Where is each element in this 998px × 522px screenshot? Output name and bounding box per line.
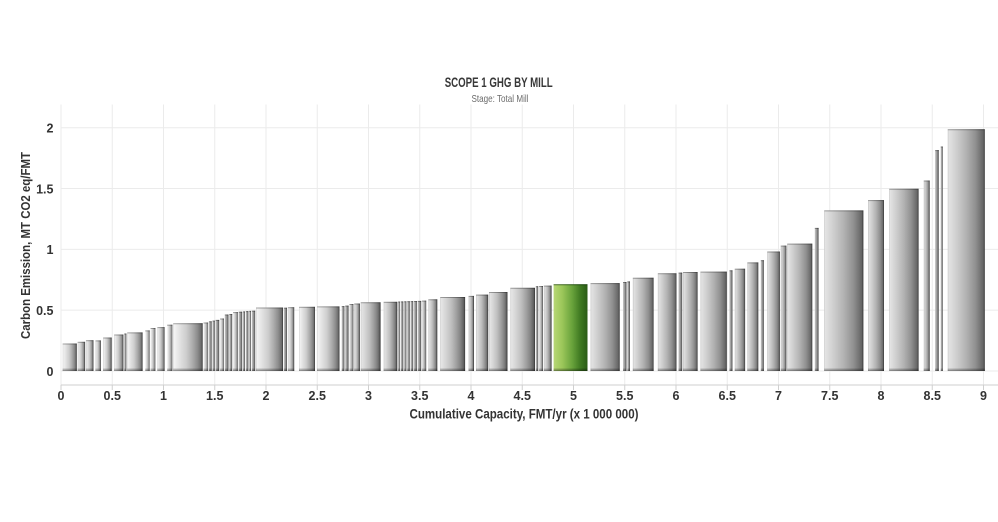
- svg-text:3: 3: [365, 389, 372, 403]
- svg-text:7: 7: [775, 389, 782, 403]
- svg-text:Stage: Total Mill: Stage: Total Mill: [472, 93, 529, 105]
- svg-text:6: 6: [673, 389, 680, 403]
- svg-text:SCOPE 1 GHG BY MILL: SCOPE 1 GHG BY MILL: [445, 74, 553, 90]
- svg-text:1.5: 1.5: [36, 182, 53, 196]
- svg-text:0.5: 0.5: [104, 389, 121, 403]
- svg-text:0: 0: [58, 389, 65, 403]
- svg-text:5: 5: [570, 389, 577, 403]
- svg-text:9: 9: [980, 389, 987, 403]
- svg-text:4.5: 4.5: [514, 389, 531, 403]
- svg-text:2: 2: [263, 389, 270, 403]
- svg-text:0: 0: [47, 365, 54, 379]
- svg-text:Carbon Emission, MT CO2 eq/FMT: Carbon Emission, MT CO2 eq/FMT: [19, 152, 33, 339]
- svg-text:0.5: 0.5: [36, 304, 53, 318]
- svg-text:5.5: 5.5: [616, 389, 633, 403]
- svg-text:6.5: 6.5: [719, 389, 736, 403]
- svg-text:3.5: 3.5: [411, 389, 428, 403]
- svg-text:8: 8: [878, 389, 885, 403]
- svg-text:7.5: 7.5: [821, 389, 838, 403]
- svg-text:4: 4: [468, 389, 475, 403]
- svg-text:Cumulative Capacity, FMT/yr (x: Cumulative Capacity, FMT/yr (x 1 000 000…: [410, 407, 639, 422]
- svg-text:2: 2: [47, 122, 54, 136]
- svg-text:8.5: 8.5: [924, 389, 941, 403]
- svg-text:1: 1: [47, 243, 54, 257]
- svg-text:2.5: 2.5: [309, 389, 326, 403]
- svg-text:1: 1: [160, 389, 167, 403]
- svg-text:1.5: 1.5: [206, 389, 223, 403]
